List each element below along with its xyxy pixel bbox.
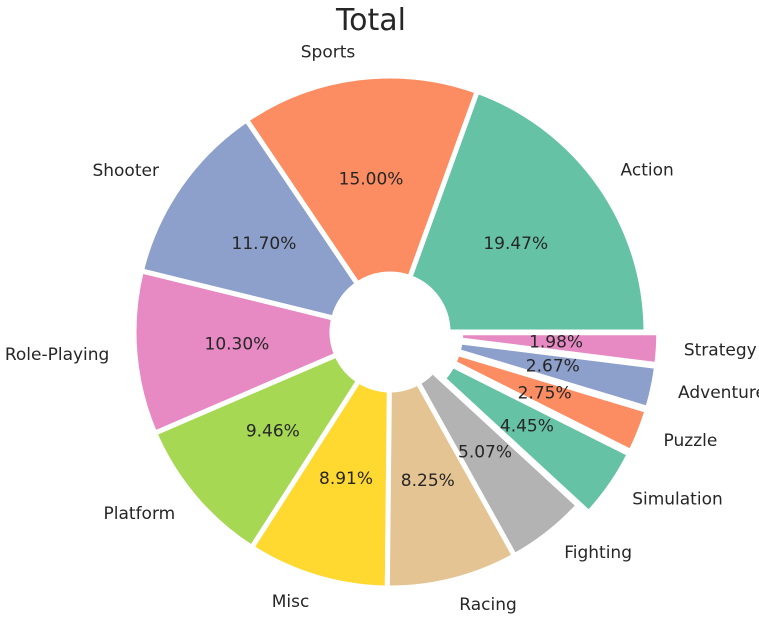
percent-label-adventure: 2.67% — [526, 356, 580, 376]
slice-platform — [151, 351, 363, 551]
percent-label-fighting: 5.07% — [458, 443, 512, 463]
percent-labels-group: 19.47% 15.00% 11.70% 10.30% 9.46% 8.91% 8.25%5… — [205, 170, 584, 491]
slice-label-sports: Sports — [301, 43, 356, 63]
slice-label-shooter: Shooter — [92, 161, 158, 181]
slice-simulation — [439, 361, 633, 517]
slice-racing — [384, 379, 518, 591]
percent-label-shooter: 11.70% — [232, 234, 297, 254]
slice-action — [406, 88, 649, 335]
slice-label-action: Action — [621, 160, 674, 180]
slice-label-racing: Racing — [459, 595, 516, 615]
slice-label-role-playing: Role-Playing — [5, 345, 110, 365]
percent-label-role-playing: 10.30% — [205, 335, 270, 355]
percent-label-racing: 8.25% — [401, 471, 455, 491]
percent-label-simulation: 4.45% — [500, 417, 554, 437]
percent-label-misc: 8.91% — [319, 469, 373, 489]
slice-shooter — [138, 116, 361, 322]
slice-strategy — [457, 330, 662, 368]
percent-label-puzzle: 2.75% — [518, 383, 572, 403]
slice-sports — [243, 73, 481, 288]
percent-label-strategy: 1.98% — [529, 332, 583, 352]
slice-misc — [248, 377, 392, 591]
slice-label-puzzle: Puzzle — [664, 431, 718, 451]
percent-label-sports: 15.00% — [339, 170, 404, 190]
slice-label-fighting: Fighting — [564, 543, 632, 563]
percent-label-action: 19.47% — [483, 234, 548, 254]
slice-label-strategy: Strategy — [684, 340, 757, 360]
slices-group — [131, 73, 662, 591]
slice-role-playing — [131, 267, 341, 437]
slice-label-misc: Misc — [272, 592, 310, 612]
chart-title: Total — [335, 3, 406, 38]
slice-label-adventure: Adventure — [678, 383, 759, 403]
category-labels-group: Action Sports Shooter Role-Playing Platform M… — [5, 43, 759, 615]
percent-label-platform: 9.46% — [246, 421, 300, 441]
slice-label-platform: Platform — [104, 504, 176, 524]
slice-label-simulation: Simulation — [632, 489, 723, 509]
